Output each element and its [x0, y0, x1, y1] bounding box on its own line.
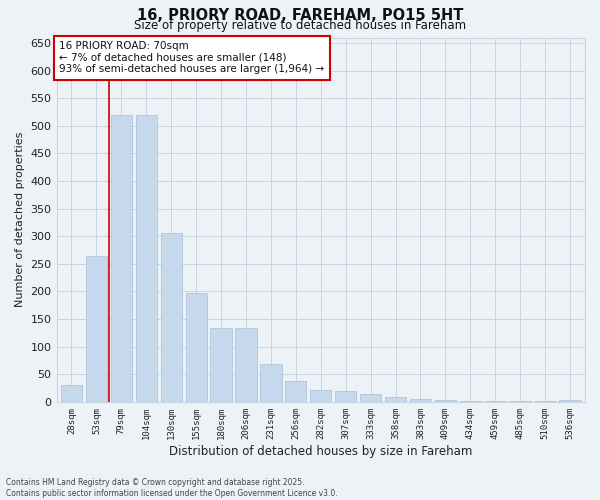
- Bar: [161, 234, 182, 402]
- Bar: [310, 390, 331, 402]
- Y-axis label: Number of detached properties: Number of detached properties: [15, 132, 25, 308]
- Bar: [435, 400, 456, 402]
- Bar: [335, 391, 356, 402]
- X-axis label: Distribution of detached houses by size in Fareham: Distribution of detached houses by size …: [169, 444, 472, 458]
- Bar: [136, 115, 157, 402]
- Text: 16, PRIORY ROAD, FAREHAM, PO15 5HT: 16, PRIORY ROAD, FAREHAM, PO15 5HT: [137, 8, 463, 22]
- Bar: [360, 394, 381, 402]
- Bar: [410, 399, 431, 402]
- Text: Contains HM Land Registry data © Crown copyright and database right 2025.
Contai: Contains HM Land Registry data © Crown c…: [6, 478, 338, 498]
- Bar: [111, 115, 132, 402]
- Bar: [86, 256, 107, 402]
- Bar: [235, 328, 257, 402]
- Bar: [185, 292, 207, 402]
- Bar: [211, 328, 232, 402]
- Text: 16 PRIORY ROAD: 70sqm
← 7% of detached houses are smaller (148)
93% of semi-deta: 16 PRIORY ROAD: 70sqm ← 7% of detached h…: [59, 41, 325, 74]
- Bar: [385, 398, 406, 402]
- Text: Size of property relative to detached houses in Fareham: Size of property relative to detached ho…: [134, 18, 466, 32]
- Bar: [260, 364, 281, 402]
- Bar: [61, 386, 82, 402]
- Bar: [285, 381, 307, 402]
- Bar: [559, 400, 581, 402]
